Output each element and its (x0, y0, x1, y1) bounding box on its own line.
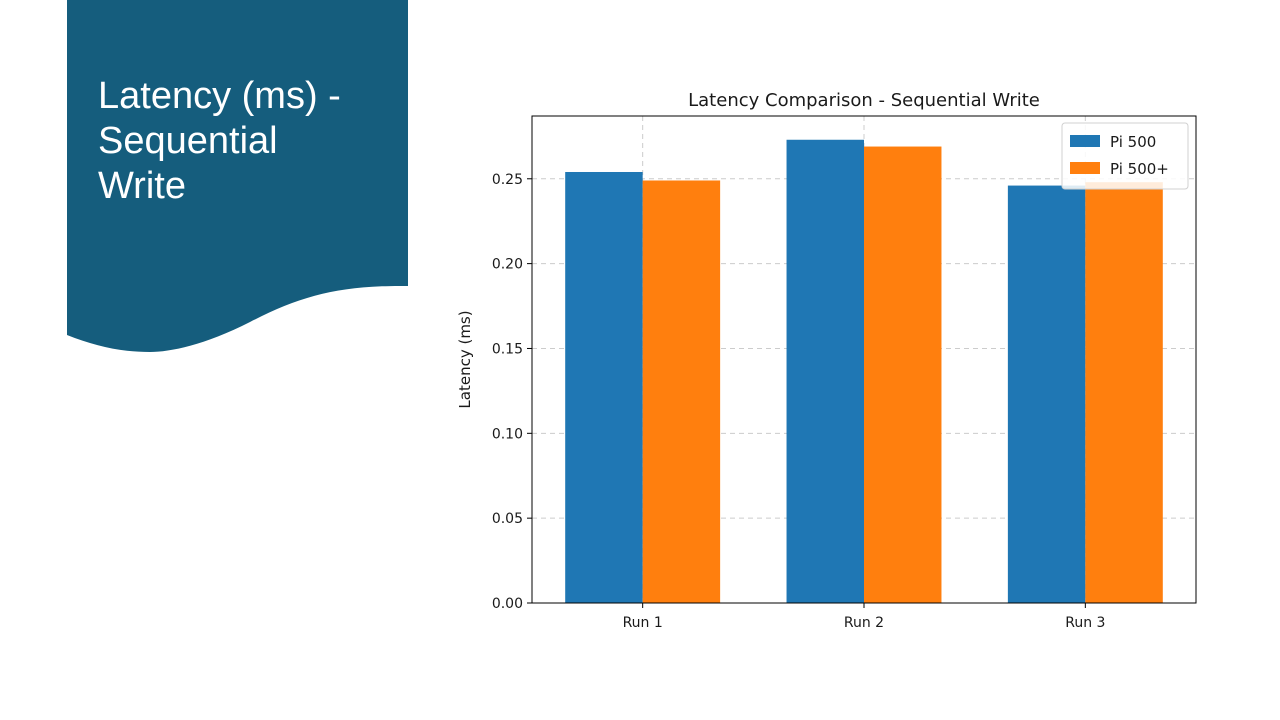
legend-label: Pi 500 (1110, 133, 1156, 151)
x-tick-label: Run 3 (1065, 615, 1105, 631)
legend-label: Pi 500+ (1110, 160, 1169, 178)
bar-pi-500-run-3 (1007, 185, 1086, 604)
y-tick-label: 0.25 (492, 172, 523, 188)
y-tick-label: 0.10 (492, 426, 523, 442)
y-tick-label: 0.15 (492, 341, 523, 357)
legend-swatch (1070, 162, 1100, 174)
x-tick-label: Run 2 (844, 615, 884, 631)
plot-frame (531, 115, 1197, 604)
bar-pi-500-run-2 (786, 139, 864, 603)
title-banner-shape (67, 0, 408, 352)
y-tick-label: 0.00 (492, 596, 523, 612)
y-axis-label: Latency (ms) (456, 310, 474, 408)
y-tick-label: 0.05 (492, 511, 523, 527)
bar-pi-500-run-1 (565, 171, 643, 603)
x-tick-label: Run 1 (623, 615, 663, 631)
y-tick-label: 0.20 (492, 257, 523, 273)
slide-title: Latency (ms) - Sequential Write (98, 75, 341, 207)
legend-swatch (1070, 135, 1100, 147)
bar-pi-500-plus-run-2 (864, 146, 942, 603)
chart-title: Latency Comparison - Sequential Write (688, 90, 1040, 111)
bar-pi-500-plus-run-3 (1085, 182, 1163, 603)
bar-pi-500-plus-run-1 (642, 180, 721, 603)
bar-chart: Latency Comparison - Sequential Write Lat… (456, 90, 1197, 631)
